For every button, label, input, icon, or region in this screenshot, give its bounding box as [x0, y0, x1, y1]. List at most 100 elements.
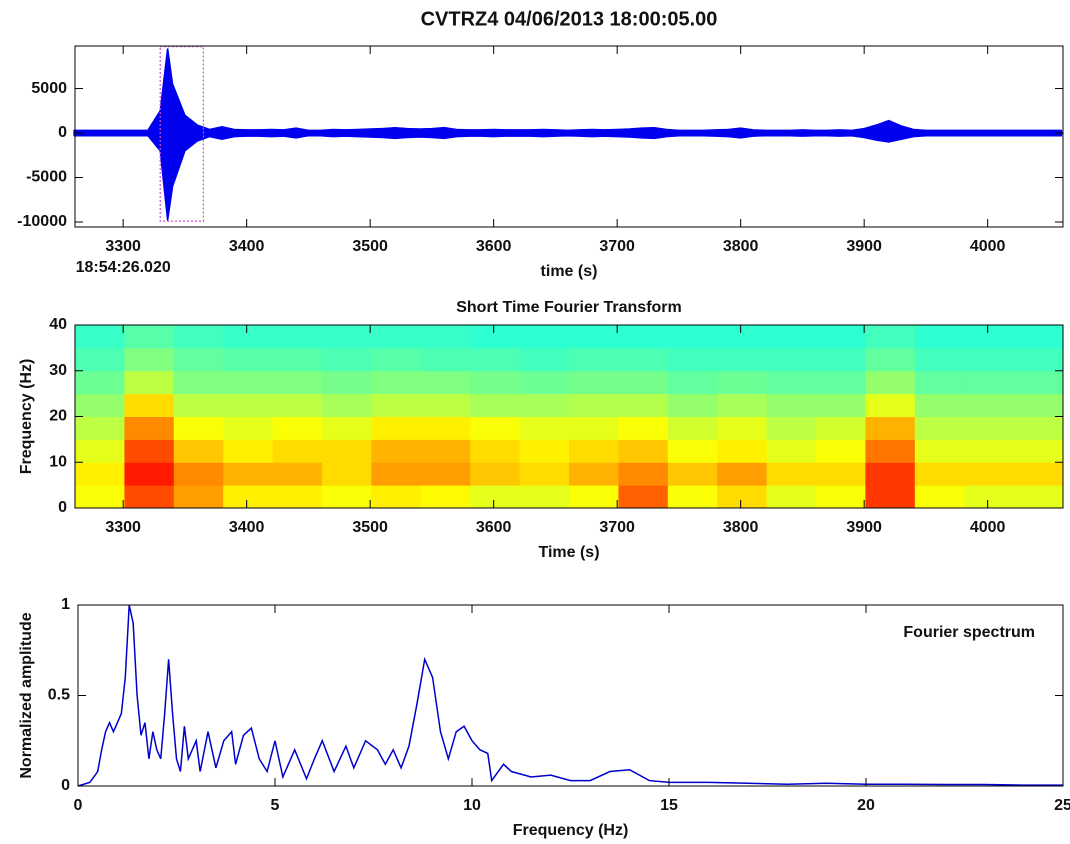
spectrogram-cell — [420, 370, 471, 395]
spectrogram-cell — [816, 462, 866, 486]
spectrogram-cell — [173, 347, 224, 372]
spectrogram-cell — [766, 370, 817, 395]
y-axis-label: Frequency (Hz) — [18, 359, 35, 475]
spectrogram-cell — [1013, 347, 1064, 372]
x-tick-label: 3800 — [723, 519, 759, 536]
spectrogram-cell — [816, 370, 866, 395]
spectrogram-cell — [865, 347, 916, 372]
spectrogram-cell — [223, 370, 274, 395]
spectrogram-cell — [618, 439, 669, 463]
y-tick-label: 1 — [61, 596, 70, 613]
y-tick-label: 0 — [61, 777, 70, 794]
x-axis-label: Time (s) — [538, 544, 599, 561]
spectrogram-cell — [717, 416, 768, 440]
spectrogram-cell — [816, 485, 866, 509]
spectrogram-cell — [371, 439, 422, 463]
spectrogram-cell — [569, 347, 619, 372]
y-tick-label: -10000 — [17, 213, 67, 230]
spectrogram-cell — [272, 325, 323, 349]
spectrogram-cell — [124, 347, 175, 372]
waveform-edge — [73, 48, 1062, 132]
spectrogram-cell — [569, 462, 619, 486]
spectrogram-cell — [223, 325, 274, 349]
spectrogram-cell — [470, 325, 521, 349]
spectrogram-cell — [914, 462, 965, 486]
spectrogram-cell — [272, 370, 323, 395]
spectrogram-cell — [420, 439, 471, 463]
spectrogram-cell — [865, 462, 916, 486]
spectrogram-cell — [618, 370, 669, 395]
spectrogram-cell — [865, 393, 916, 417]
x-tick-label: 5 — [271, 797, 280, 814]
spectrogram-cell — [371, 347, 422, 372]
spectrogram-cell — [173, 370, 224, 395]
spectrogram-cell — [1013, 462, 1064, 486]
spectrogram-cell — [223, 416, 274, 440]
spectrogram-cell — [618, 462, 669, 486]
spectrogram-cell — [816, 416, 866, 440]
x-tick-label: 4000 — [970, 519, 1006, 536]
spectrogram-cell — [618, 485, 669, 509]
spectrogram-cell — [667, 325, 718, 349]
spectrogram-cell — [766, 462, 817, 486]
spectrogram-cell — [914, 393, 965, 417]
waveform-band — [147, 109, 161, 152]
x-tick-label: 3300 — [105, 519, 141, 536]
spectrogram-cell — [1013, 485, 1064, 509]
spectrogram-cell — [519, 370, 570, 395]
spectrogram-cell — [470, 485, 521, 509]
spectrogram-cell — [569, 393, 619, 417]
x-tick-label: 3600 — [476, 519, 512, 536]
x-tick-label: 3800 — [723, 238, 759, 255]
spectrogram-cell — [766, 485, 817, 509]
spectrogram-cell — [420, 347, 471, 372]
spectrogram-cell — [964, 393, 1015, 417]
spectrogram-cell — [272, 439, 323, 463]
spectrogram-cell — [816, 393, 866, 417]
spectrogram-cell — [75, 439, 125, 463]
spectrogram-cell — [964, 462, 1015, 486]
x-tick-label: 3400 — [229, 519, 265, 536]
spectrogram-cell — [124, 485, 175, 509]
spectrogram-cell — [1013, 370, 1064, 395]
spectrogram-cell — [1013, 325, 1064, 349]
spectrogram-cell — [322, 370, 372, 395]
y-tick-label: 40 — [49, 316, 67, 333]
spectrogram-cell — [519, 347, 570, 372]
x-tick-label: 15 — [660, 797, 678, 814]
y-tick-label: 0 — [58, 124, 67, 141]
spectrogram-cell — [173, 439, 224, 463]
spectrogram-cell — [75, 347, 125, 372]
spectrogram-cell — [667, 347, 718, 372]
spectrogram-cell — [766, 439, 817, 463]
spectrogram-cell — [667, 485, 718, 509]
spectrogram-cell — [371, 462, 422, 486]
x-tick-label: 3600 — [476, 238, 512, 255]
spectrogram-cell — [717, 370, 768, 395]
spectrogram-cell — [914, 325, 965, 349]
spectrogram-cell — [322, 347, 372, 372]
spectrogram-cell — [964, 416, 1015, 440]
spectrogram-cell — [618, 416, 669, 440]
spectrogram-cell — [322, 325, 372, 349]
spectrogram-cell — [667, 439, 718, 463]
spectrogram-cell — [519, 393, 570, 417]
spectrogram-cell — [420, 325, 471, 349]
x-tick-label: 3300 — [105, 238, 141, 255]
spectrogram-cell — [519, 439, 570, 463]
x-axis-label: time (s) — [541, 263, 598, 280]
spectrogram-cell — [272, 485, 323, 509]
spectrogram-cell — [470, 370, 521, 395]
time-note: 18:54:26.020 — [76, 259, 171, 276]
spectrogram-cell — [322, 393, 372, 417]
spectrogram-cell — [914, 416, 965, 440]
x-tick-label: 3500 — [352, 238, 388, 255]
x-tick-label: 25 — [1054, 797, 1070, 814]
spectrogram-cell — [667, 416, 718, 440]
spectrogram-cell — [569, 485, 619, 509]
spectrogram-cell — [223, 462, 274, 486]
spectrogram-cell — [371, 370, 422, 395]
spectrogram-cell — [914, 347, 965, 372]
